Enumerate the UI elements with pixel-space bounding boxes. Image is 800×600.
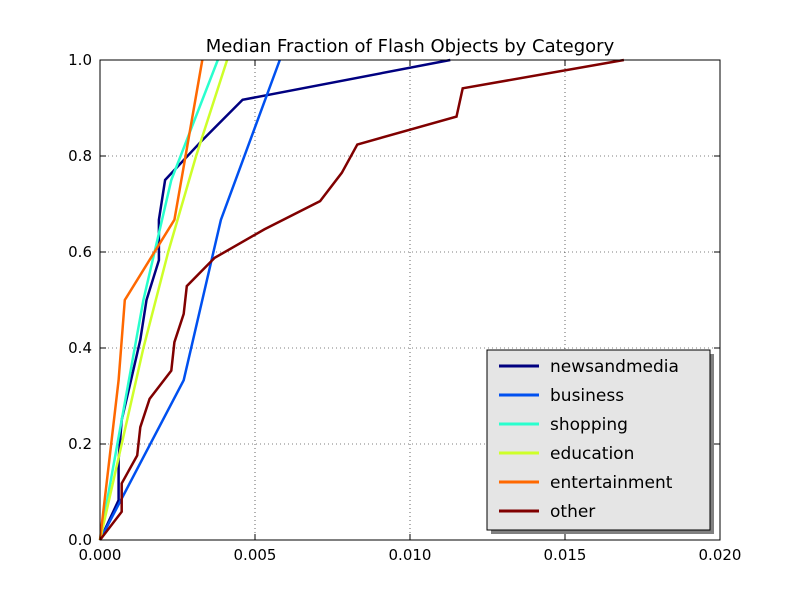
chart-title: Median Fraction of Flash Objects by Cate… (206, 36, 615, 57)
legend: newsandmedia business shopping education ent… (486, 349, 714, 534)
x-tick-label: 0.020 (699, 546, 742, 564)
legend-label-other: other (550, 502, 595, 522)
x-tick-label: 0.000 (79, 546, 122, 564)
series-line-business (98, 59, 281, 541)
y-tick-label: 0.2 (68, 435, 92, 453)
y-tick-label: 0.8 (68, 147, 92, 165)
series-line-education (98, 59, 229, 541)
y-tick-label: 0.6 (68, 243, 92, 261)
legend-label-newsandmedia: newsandmedia (550, 357, 679, 377)
x-tick-label: 0.010 (389, 546, 432, 564)
y-tick-label: 0.0 (68, 531, 92, 549)
series-line-other (99, 58, 625, 541)
x-tick-label: 0.015 (544, 546, 587, 564)
series-line-entertainment (98, 59, 204, 541)
series-layer (98, 58, 625, 541)
legend-label-education: education (550, 444, 634, 464)
legend-label-shopping: shopping (550, 415, 628, 435)
y-tick-label: 1.0 (68, 51, 92, 69)
legend-label-business: business (550, 386, 624, 406)
x-tick-label: 0.005 (234, 546, 277, 564)
series-line-shopping (98, 59, 219, 541)
ticks: 0.000 0.005 0.010 0.015 0.020 0.0 0.2 0.4 0.6 0.8… (68, 51, 741, 564)
y-tick-label: 0.4 (68, 339, 92, 357)
legend-box (486, 349, 711, 531)
legend-label-entertainment: entertainment (550, 473, 673, 493)
